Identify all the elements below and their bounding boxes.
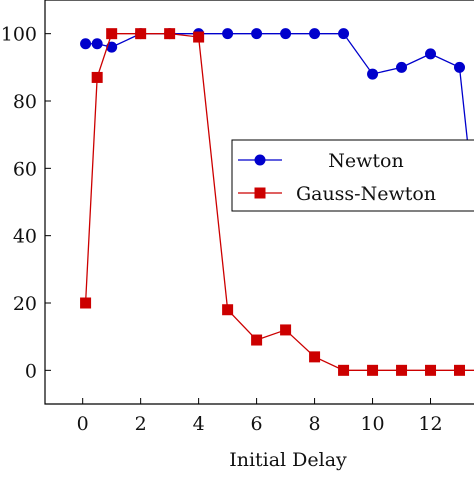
point xyxy=(193,31,205,43)
series-line xyxy=(85,33,474,209)
point xyxy=(91,71,103,83)
legend-label: Gauss-Newton xyxy=(296,183,436,205)
point xyxy=(309,28,321,40)
axes-frame xyxy=(44,0,474,405)
y-tick-label: 40 xyxy=(13,226,37,248)
y-tick-label: 60 xyxy=(13,158,37,180)
point xyxy=(251,334,263,346)
point xyxy=(338,364,350,376)
point xyxy=(367,364,379,376)
point xyxy=(106,28,118,40)
x-tick-label: 4 xyxy=(193,413,205,435)
x-tick-label: 10 xyxy=(360,413,384,435)
legend-box xyxy=(231,139,474,212)
y-tick-label: 0 xyxy=(25,360,37,382)
point xyxy=(80,297,92,309)
point xyxy=(280,324,292,336)
plot-area xyxy=(80,28,474,376)
point xyxy=(222,28,234,40)
legend-marker xyxy=(254,187,266,199)
point xyxy=(80,38,92,50)
point xyxy=(454,364,466,376)
point xyxy=(396,364,408,376)
y-tick-label: 100 xyxy=(1,24,37,46)
x-tick-label: 0 xyxy=(77,413,89,435)
point xyxy=(338,28,350,40)
x-tick-label: 8 xyxy=(309,413,321,435)
point xyxy=(309,351,321,363)
point xyxy=(91,38,103,50)
point xyxy=(135,28,147,40)
legend-label: Newton xyxy=(328,150,403,172)
x-axis-label: Initial Delay xyxy=(229,449,347,471)
point xyxy=(425,364,437,376)
y-tick-label: 20 xyxy=(13,293,37,315)
point xyxy=(454,61,466,73)
point xyxy=(251,28,263,40)
legend-marker xyxy=(254,154,266,166)
point xyxy=(425,48,437,60)
x-tick-label: 12 xyxy=(418,413,442,435)
point xyxy=(222,304,234,316)
point xyxy=(164,28,176,40)
x-tick-label: 6 xyxy=(251,413,263,435)
point xyxy=(367,68,379,80)
legend: Newton Gauss-Newton xyxy=(231,139,474,212)
x-tick-label: 2 xyxy=(135,413,147,435)
point xyxy=(280,28,292,40)
series-line xyxy=(84,33,474,371)
y-tick-label: 80 xyxy=(13,91,37,113)
point xyxy=(396,61,408,73)
point xyxy=(106,41,118,53)
